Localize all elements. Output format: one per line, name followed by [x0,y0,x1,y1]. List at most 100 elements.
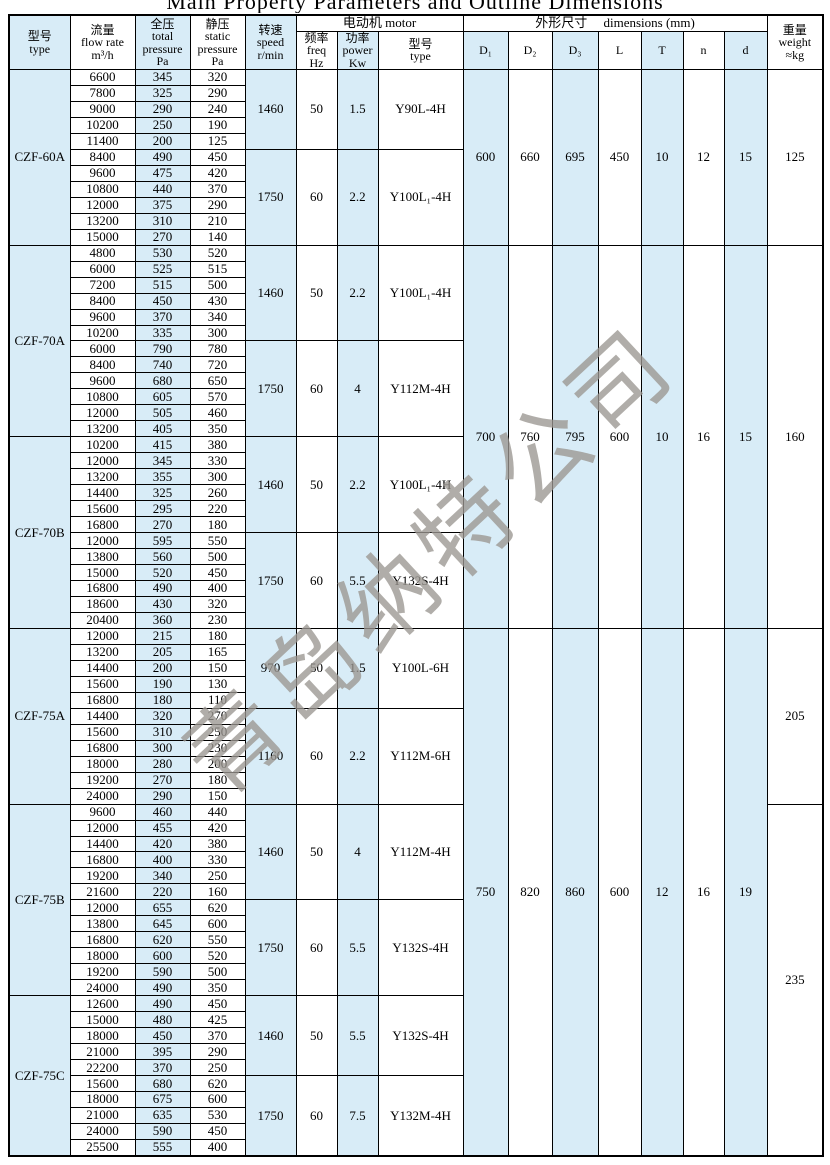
static-pressure-cell: 125 [189,132,246,150]
header-static-en1: static [204,29,231,43]
total-pressure-cell: 490 [134,148,191,166]
static-pressure-cell: 210 [189,212,246,230]
static-pressure-cell: 150 [189,659,246,677]
static-pressure-cell: 500 [189,548,246,566]
spec-row: 16800 620 550 [9,931,823,949]
dim-d2-cell: 820 [507,627,553,1157]
power-cell: 2.2 [336,707,379,805]
flow-cell: 18000 [69,947,136,965]
header-total-pressure: 全压 total pressure Pa [134,14,191,70]
freq-cell: 50 [295,69,338,150]
dim-d3-cell: 795 [551,244,599,629]
total-pressure-cell: 440 [134,180,191,198]
flow-cell: 18000 [69,1027,136,1045]
header-speed-en: speed [256,35,285,50]
dim-n-cell: 16 [682,244,725,629]
total-pressure-cell: 450 [134,1027,191,1045]
freq-cell: 50 [295,436,338,534]
flow-cell: 12600 [69,995,136,1013]
flow-cell: 13200 [69,468,136,486]
static-pressure-cell: 350 [189,979,246,997]
speed-cell: 1460 [244,436,297,534]
total-pressure-cell: 370 [134,1059,191,1077]
power-cell: 5.5 [336,532,379,629]
static-pressure-cell: 780 [189,340,246,358]
flow-cell: 12000 [69,452,136,470]
flow-cell: 15600 [69,675,136,693]
motor-cell: Y112M-4H [377,340,464,438]
flow-cell: 15000 [69,1011,136,1029]
flow-cell: 16800 [69,580,136,597]
flow-cell: 16800 [69,691,136,709]
header-static-zh: 静压 [205,16,230,31]
flow-cell: 24000 [69,979,136,997]
power-cell: 1.5 [336,627,379,709]
header-power: 功率 power Kw [336,30,379,70]
spec-row: CZF-70B 10200 415 380 1460 50 2.2 Y100L₁-4H [8,436,823,629]
model-cell: CZF-75C [8,995,71,1157]
total-pressure-cell: 675 [134,1091,191,1108]
flow-cell: 9600 [69,803,136,821]
flow-cell: 10800 [69,388,136,406]
total-pressure-cell: 635 [134,1106,191,1124]
freq-cell: 60 [295,148,338,246]
static-pressure-cell: 150 [189,787,246,805]
flow-cell: 14400 [69,659,136,677]
static-pressure-cell: 620 [189,899,246,917]
static-pressure-cell: 180 [189,627,246,645]
motor-cell: Y100L₁-4H [377,148,464,246]
static-pressure-cell: 650 [189,372,246,390]
flow-cell: 15600 [69,723,136,741]
flow-cell: 9600 [69,164,136,182]
header-d3: D₃ [551,30,599,70]
speed-cell: 1460 [244,803,297,901]
static-pressure-cell: 380 [189,835,246,853]
total-pressure-cell: 190 [134,675,191,693]
speed-cell: 1460 [244,995,297,1077]
speed-cell: 1460 [244,244,297,342]
header-freq-en: freq [306,43,327,57]
flow-cell: 8400 [69,292,136,310]
flow-cell: 10800 [69,180,136,198]
spec-row: 19200 340 250 [9,867,823,885]
total-pressure-cell: 180 [134,691,191,709]
total-pressure-cell: 740 [134,356,191,374]
total-pressure-cell: 375 [134,196,191,214]
header-total-zh: 全压 [150,16,175,31]
power-cell: 2.2 [336,436,379,534]
flow-cell: 13800 [69,548,136,566]
static-pressure-cell: 330 [189,851,246,869]
spec-row: 15600 295 220 [9,500,823,518]
total-pressure-cell: 325 [134,484,191,502]
static-pressure-cell: 430 [189,292,246,310]
flow-cell: 14400 [69,707,136,725]
total-pressure-cell: 555 [134,1138,191,1157]
freq-cell: 50 [295,803,338,901]
header-t: T [640,30,684,70]
weight-cell: 125 [766,69,824,246]
header-total-unit: Pa [156,54,169,68]
total-pressure-cell: 200 [134,132,191,150]
total-pressure-cell: 490 [134,995,191,1013]
total-pressure-cell: 290 [134,100,191,118]
total-pressure-cell: 595 [134,532,191,550]
spec-row: 15600 190 130 [9,675,823,693]
spec-row: 18000 675 600 [9,1091,823,1108]
power-cell: 4 [336,340,379,438]
static-pressure-cell: 600 [189,1091,246,1108]
spec-table-body: CZF-60A 6600 345 320 1460 50 1.5 Y90L-4H 600 660 6… [8,69,824,1157]
static-pressure-cell: 720 [189,356,246,374]
flow-cell: 8400 [69,148,136,166]
header-d2: D₂ [507,30,553,70]
static-pressure-cell: 340 [189,308,246,326]
flow-cell: 19200 [69,867,136,885]
flow-cell: 10200 [69,436,136,454]
motor-cell: Y100L-6H [377,627,464,709]
total-pressure-cell: 415 [134,436,191,454]
total-pressure-cell: 450 [134,292,191,310]
spec-row: 24000 290 150 [9,787,823,805]
static-pressure-cell: 190 [189,116,246,134]
static-pressure-cell: 260 [189,484,246,502]
flow-cell: 6000 [69,340,136,358]
header-freq-zh: 频率 [304,31,329,45]
